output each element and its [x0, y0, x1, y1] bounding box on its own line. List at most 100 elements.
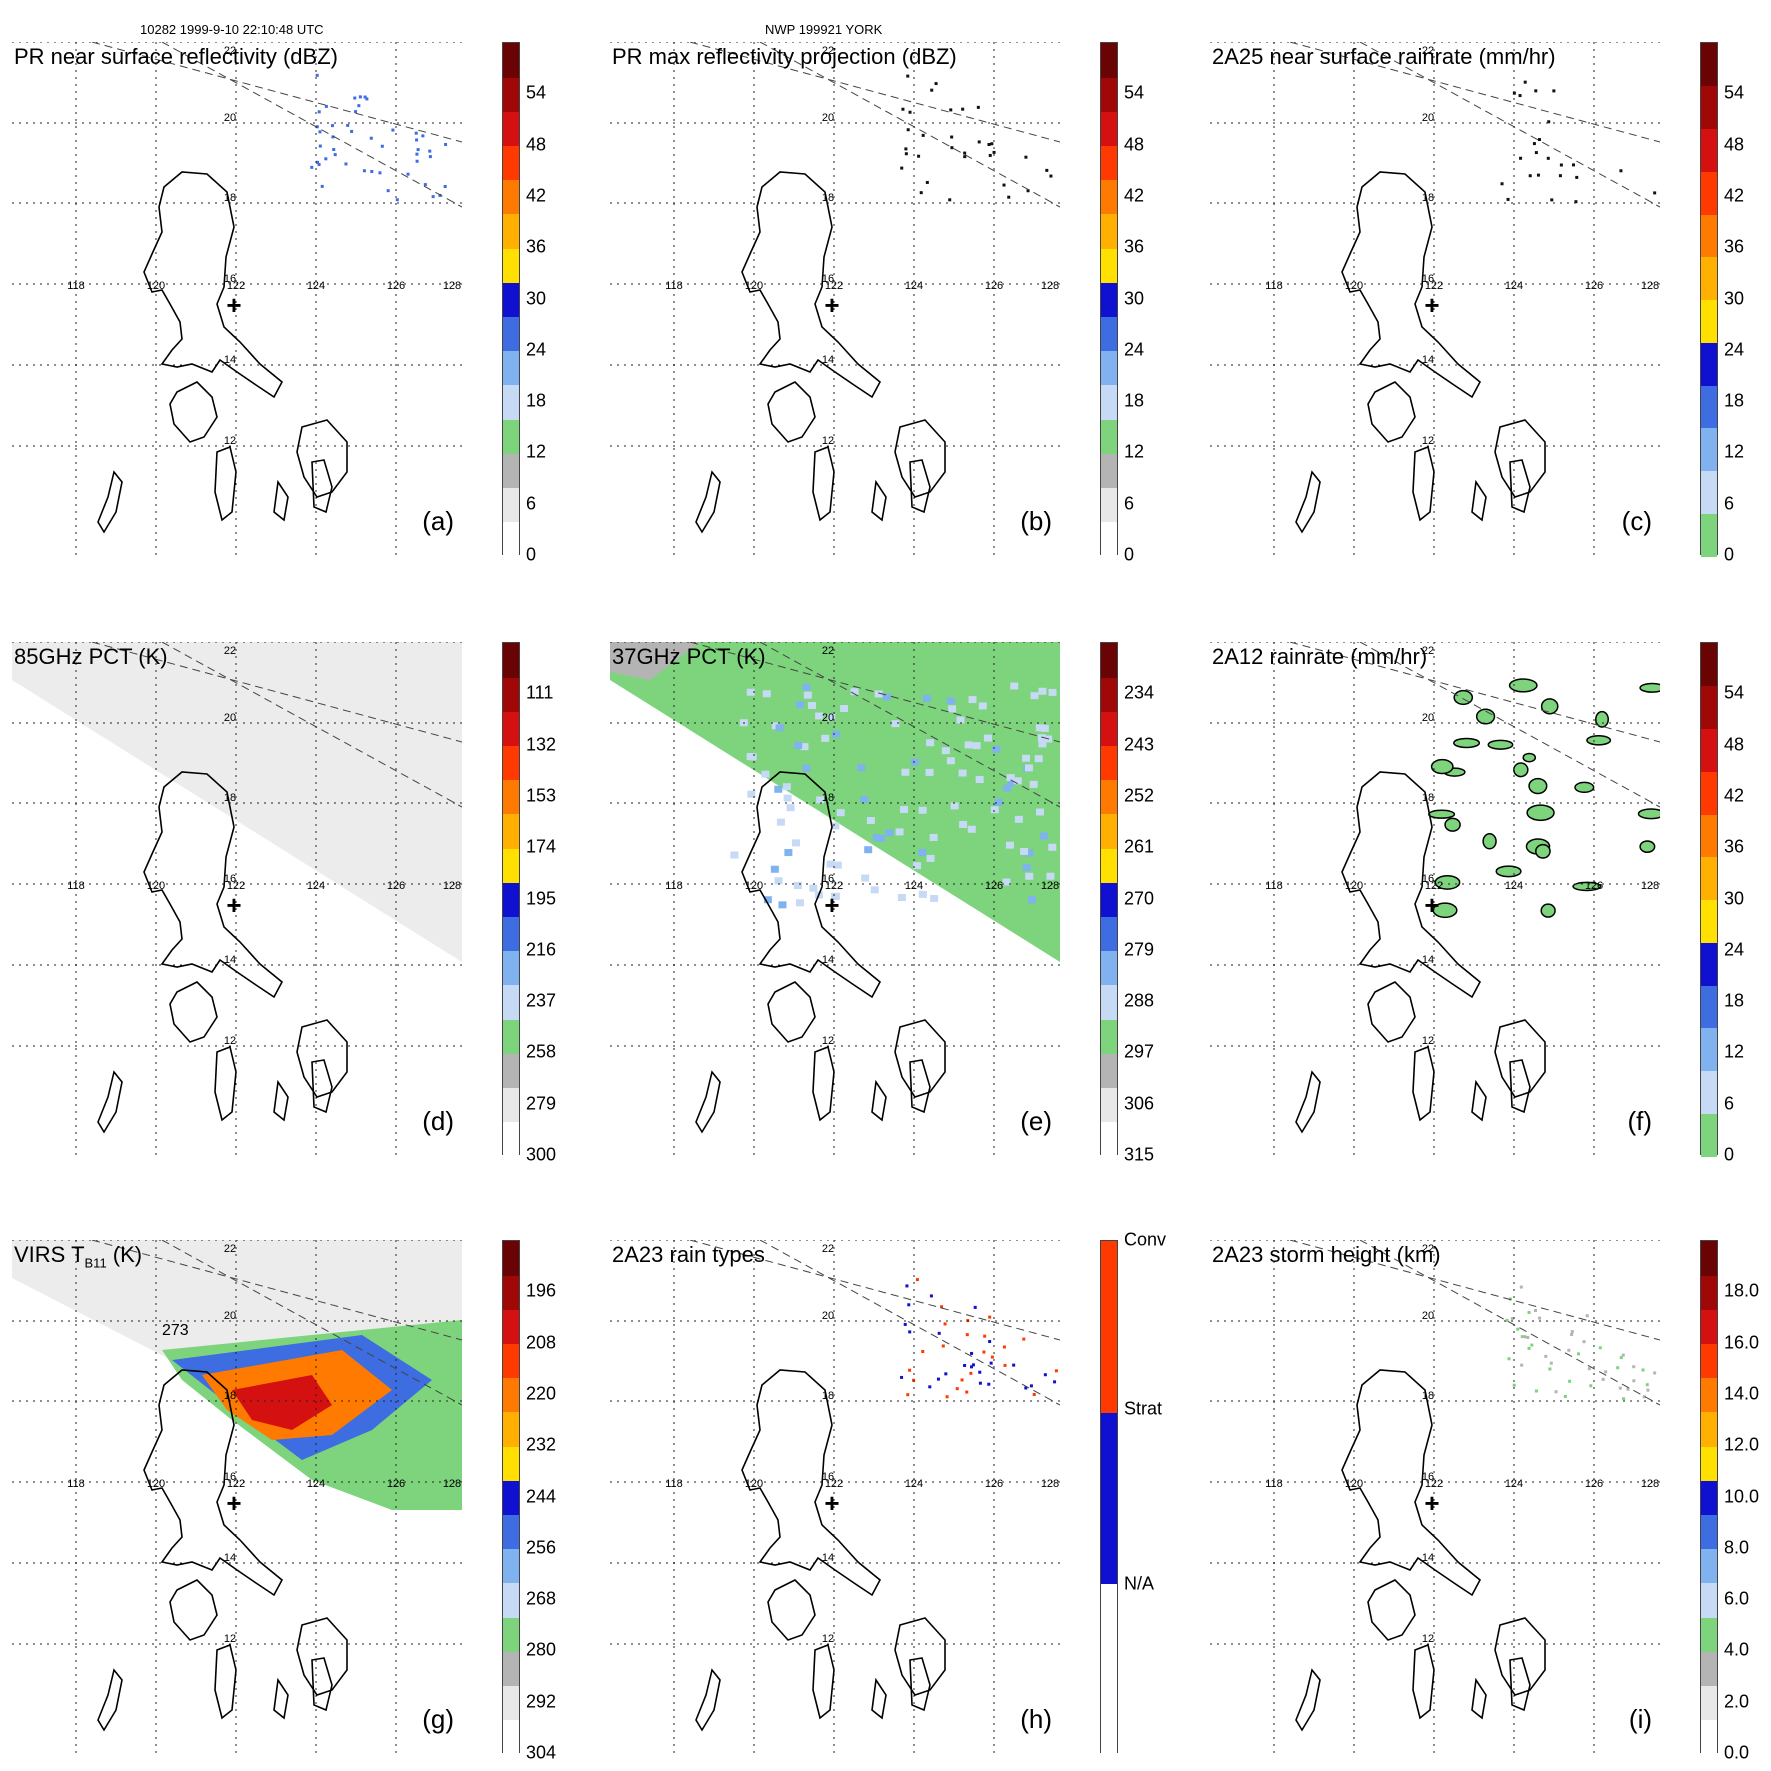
colorbar-tick-label: 24	[1124, 339, 1145, 360]
precip-pixel	[1548, 1367, 1552, 1371]
colorbar-a	[502, 42, 520, 557]
precip-pixel	[354, 110, 358, 114]
pct-cell	[778, 901, 787, 909]
rain-cell	[1482, 833, 1497, 850]
precip-pixel	[940, 1305, 944, 1309]
lon-label: 124	[905, 880, 923, 892]
colorbar-segment	[1701, 899, 1717, 943]
coastline	[143, 1369, 284, 1597]
lon-label: 126	[985, 280, 1003, 292]
lon-label: 124	[905, 280, 923, 292]
precip-pixel	[415, 138, 419, 142]
precip-pixel	[1534, 1389, 1538, 1393]
coastline	[812, 1643, 835, 1720]
pct-cell	[802, 764, 811, 772]
colorbar-segment	[1701, 685, 1717, 729]
colorbar-segment	[1101, 950, 1117, 986]
colorbar-ticks: 54 48 42 36 30 24 18 12 6 0	[1724, 42, 1771, 565]
lat-label: 20	[224, 712, 236, 724]
precip-pixel	[346, 123, 350, 127]
precip-pixel	[992, 150, 996, 154]
lon-label: 118	[665, 880, 683, 892]
pct-cell	[794, 741, 803, 749]
pct-cell	[800, 743, 809, 751]
pct-cell	[897, 894, 906, 902]
precip-pixel	[1619, 1356, 1623, 1360]
panel-title: VIRS TB11 (K)	[14, 1242, 143, 1271]
precip-pixel	[1641, 1368, 1645, 1372]
precip-pixel	[1601, 1377, 1605, 1381]
swath-line	[689, 1240, 1060, 1341]
map-panel-i: 118 120 122 124 126 128 22 20 18 16 14 12 +2A23 stor…	[1210, 1240, 1660, 1753]
map-canvas: 118 120 122 124 126 128 22 20 18 16 14 12 +	[610, 642, 1060, 1155]
lon-label: 122	[825, 1478, 843, 1490]
colorbar-tick-label: 36	[1724, 836, 1745, 857]
colorbar-tick-label: 297	[1124, 1041, 1155, 1062]
colorbar-segment	[1701, 856, 1717, 900]
precip-pixel	[983, 1334, 987, 1338]
colorbar-segment	[503, 1583, 519, 1618]
precip-pixel	[937, 1331, 941, 1335]
lat-label: 12	[822, 435, 834, 447]
panel-label: (i)	[1628, 1704, 1652, 1734]
precip-pixel	[353, 96, 357, 100]
coastline	[1367, 381, 1416, 443]
pct-cell	[1030, 692, 1039, 700]
pct-cell	[1038, 687, 1047, 695]
pct-cell	[836, 809, 845, 817]
colorbar-ticks: 196 208 220 232 244 256 268 280 292 304	[526, 1240, 586, 1763]
coastline	[1494, 419, 1546, 498]
precip-pixel	[431, 195, 435, 199]
colorbar-tick-label: 30	[1724, 288, 1745, 308]
colorbar-segment	[503, 779, 519, 815]
colorbar-segment	[503, 848, 519, 883]
colorbar-tick-label: 36	[1124, 236, 1145, 257]
lon-label: 122	[825, 280, 843, 292]
precip-pixel	[1029, 1384, 1033, 1388]
colorbar-tick-label: 174	[526, 836, 557, 857]
storm-header: NWP 199921 YORK	[765, 22, 883, 37]
pct-cell	[860, 795, 869, 803]
lon-label: 120	[1345, 880, 1363, 892]
coastline	[767, 1579, 816, 1641]
pct-cell	[1035, 724, 1044, 732]
pct-cell	[786, 804, 795, 812]
colorbar-segment	[1701, 643, 1717, 687]
pct-cell	[964, 741, 973, 749]
coastline	[1509, 459, 1531, 514]
colorbar-tick-label: 195	[526, 888, 557, 908]
pct-cell	[1003, 784, 1012, 792]
colorbar-segment	[1101, 1241, 1117, 1413]
lon-label: 126	[1585, 280, 1603, 292]
pct-cell	[926, 739, 935, 747]
coastline	[311, 1657, 333, 1712]
lat-label: 22	[224, 1243, 236, 1255]
pct-cell	[1024, 764, 1033, 772]
precip-pixel	[1622, 1397, 1626, 1401]
precip-pixel	[318, 130, 322, 134]
precip-pixel	[1510, 1317, 1514, 1321]
lat-label: 14	[822, 954, 834, 966]
colorbar-tick-label: 30	[526, 288, 547, 308]
precip-pixel	[1570, 1333, 1574, 1337]
colorbar-segment	[1701, 256, 1717, 300]
precip-pixel	[1538, 1316, 1542, 1320]
map-canvas: 118 120 122 124 126 128 22 20 18 16 14 12 +	[1210, 42, 1660, 555]
pct-cell	[782, 783, 791, 791]
pct-cell	[910, 758, 919, 766]
colorbar-segment	[1701, 1377, 1717, 1413]
lat-label: 22	[822, 645, 834, 657]
panel-label: (d)	[422, 1106, 454, 1136]
colorbar-tick-label: 237	[526, 990, 557, 1011]
precip-pixel	[961, 107, 965, 111]
precip-pixel	[1520, 1335, 1524, 1339]
pct-cell	[874, 690, 883, 698]
precip-pixel	[357, 104, 361, 108]
precip-pixel	[934, 82, 938, 86]
storm-center-marker: +	[1424, 890, 1439, 920]
colorbar-segment	[1101, 521, 1117, 557]
lat-label: 18	[1422, 192, 1434, 204]
pct-cell	[831, 822, 840, 830]
colorbar-segment	[503, 521, 519, 557]
precip-pixel	[1589, 1384, 1593, 1388]
